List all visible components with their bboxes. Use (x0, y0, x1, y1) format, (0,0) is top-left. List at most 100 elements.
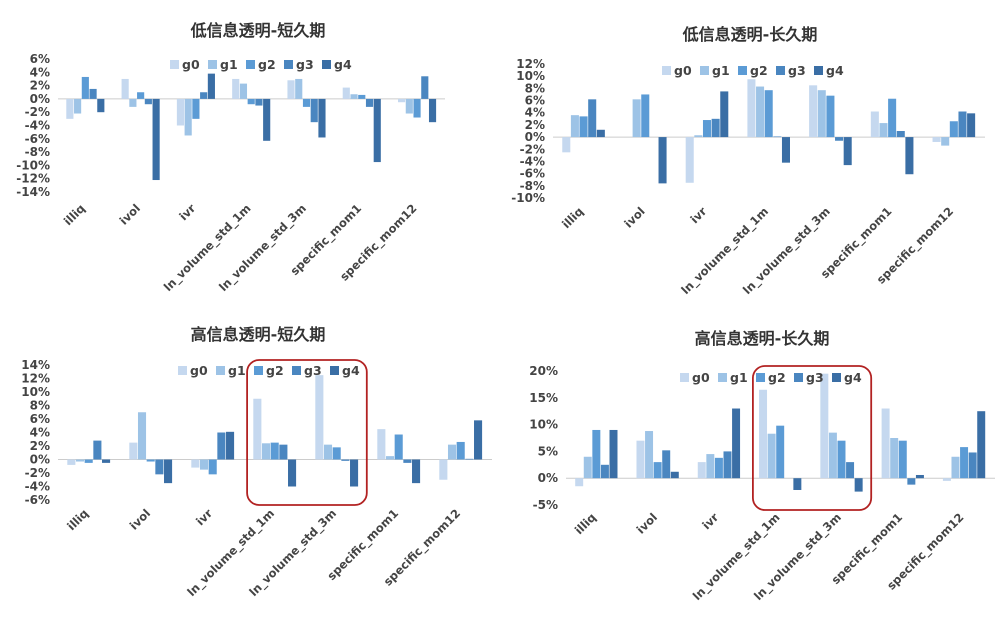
legend-label-g0: g0 (182, 57, 200, 72)
bar-g2-ln_volume_std_3m (826, 96, 834, 137)
bar-g2-specific_mom12 (457, 442, 465, 460)
bar-g3-ln_volume_std_3m (341, 460, 349, 461)
bar-g1-illiq (76, 460, 84, 462)
bar-g1-specific_mom12 (406, 99, 413, 114)
legend-label-g2: g2 (750, 63, 768, 78)
legend-swatch-g4 (330, 366, 339, 375)
bar-g3-specific_mom12 (421, 76, 428, 99)
bar-g2-ivr (192, 99, 199, 119)
bar-g0-ln_volume_std_3m (809, 85, 817, 137)
y-tick-label: 0% (538, 471, 558, 485)
bar-g2-ln_volume_std_1m (765, 90, 773, 137)
bar-g1-specific_mom1 (386, 456, 394, 459)
legend-label-g1: g1 (228, 363, 246, 378)
category-label: ln_volume_std_1m (161, 201, 255, 295)
bar-g0-ivr (686, 137, 694, 183)
bar-g1-ln_volume_std_1m (262, 443, 270, 459)
bar-g2-ln_volume_std_3m (303, 99, 310, 107)
bar-g4-ivr (720, 91, 728, 137)
bar-g4-ln_volume_std_1m (793, 478, 801, 490)
bar-g1-specific_mom1 (350, 94, 357, 99)
bar-g1-illiq (74, 99, 81, 114)
y-tick-label: -6% (25, 493, 50, 507)
bar-g1-ivr (706, 454, 714, 478)
bar-g4-ivol (153, 99, 160, 180)
bar-g4-specific_mom12 (967, 113, 975, 137)
bar-g4-ln_volume_std_1m (288, 460, 296, 487)
bar-g0-ivr (698, 462, 706, 478)
bar-g0-specific_mom12 (439, 460, 447, 480)
y-tick-label: 2% (30, 439, 50, 453)
bar-g4-specific_mom12 (429, 99, 436, 122)
bar-g2-ivol (654, 462, 662, 478)
bar-g2-ivol (641, 94, 649, 137)
bar-g1-specific_mom12 (951, 457, 959, 478)
category-label: ivr (193, 506, 215, 528)
bar-g0-specific_mom12 (943, 478, 951, 481)
category-label: illiq (61, 201, 88, 228)
bar-g4-ln_volume_std_1m (782, 137, 790, 163)
bar-g4-ln_volume_std_3m (855, 478, 863, 491)
legend-label-g0: g0 (692, 370, 710, 385)
bar-g2-ivr (715, 458, 723, 478)
bar-g3-ln_volume_std_1m (255, 99, 262, 106)
bar-g0-ln_volume_std_3m (820, 374, 828, 479)
bar-g3-ivr (217, 433, 225, 460)
bar-g4-ivol (671, 472, 679, 478)
bar-g0-specific_mom12 (398, 99, 405, 102)
chart-panel-1: 低信息透明-短久期6%4%2%0%-2%-4%-6%-8%-10%-12%-14… (16, 21, 445, 295)
bar-g0-specific_mom1 (343, 88, 350, 99)
y-tick-label: 15% (529, 391, 558, 405)
bar-g0-ln_volume_std_1m (253, 399, 261, 460)
bar-g0-specific_mom1 (871, 112, 879, 138)
bar-g1-ln_volume_std_3m (818, 90, 826, 137)
legend-label-g1: g1 (712, 63, 730, 78)
bar-g1-illiq (571, 115, 579, 137)
bar-g1-specific_mom12 (941, 137, 949, 146)
bar-g1-ivr (694, 135, 702, 137)
bar-g4-ln_volume_std_3m (844, 137, 852, 165)
bar-g0-ivol (129, 443, 137, 460)
y-tick-label: -10% (511, 191, 545, 205)
bar-g0-ln_volume_std_1m (759, 390, 767, 478)
bar-g0-specific_mom1 (882, 409, 890, 479)
y-tick-label: -2% (25, 105, 50, 119)
category-label: illiq (572, 510, 599, 537)
category-label: illiq (64, 506, 91, 533)
legend-swatch-g2 (756, 373, 765, 382)
bar-g0-illiq (66, 99, 73, 119)
legend-swatch-g1 (216, 366, 225, 375)
legend-swatch-g2 (738, 66, 747, 75)
legend-label-g0: g0 (190, 363, 208, 378)
bar-g2-ivr (703, 120, 711, 137)
y-tick-label: 4% (30, 426, 50, 440)
bar-g0-illiq (575, 478, 583, 486)
bar-g1-ivr (200, 460, 208, 470)
bar-g4-ln_volume_std_1m (263, 99, 270, 141)
legend-label-g3: g3 (806, 370, 824, 385)
bar-g4-ivol (164, 460, 172, 484)
bar-g2-ln_volume_std_3m (333, 447, 341, 459)
bar-g3-ivr (200, 92, 207, 99)
legend-swatch-g3 (776, 66, 785, 75)
bar-g4-ln_volume_std_3m (350, 460, 358, 487)
legend-label-g1: g1 (220, 57, 238, 72)
bar-g4-specific_mom12 (474, 420, 482, 459)
category-label: illiq (559, 204, 586, 231)
legend-label-g1: g1 (730, 370, 748, 385)
legend-label-g4: g4 (342, 363, 360, 378)
legend-swatch-g4 (322, 60, 331, 69)
bar-g4-specific_mom1 (412, 460, 420, 484)
bar-g1-ivr (185, 99, 192, 136)
bar-g1-specific_mom12 (448, 445, 456, 460)
bar-g3-specific_mom1 (897, 131, 905, 137)
legend-swatch-g1 (718, 373, 727, 382)
bar-g1-ln_volume_std_1m (240, 84, 247, 99)
legend-label-g2: g2 (768, 370, 786, 385)
legend-label-g2: g2 (258, 57, 276, 72)
bar-g3-ivr (712, 119, 720, 137)
